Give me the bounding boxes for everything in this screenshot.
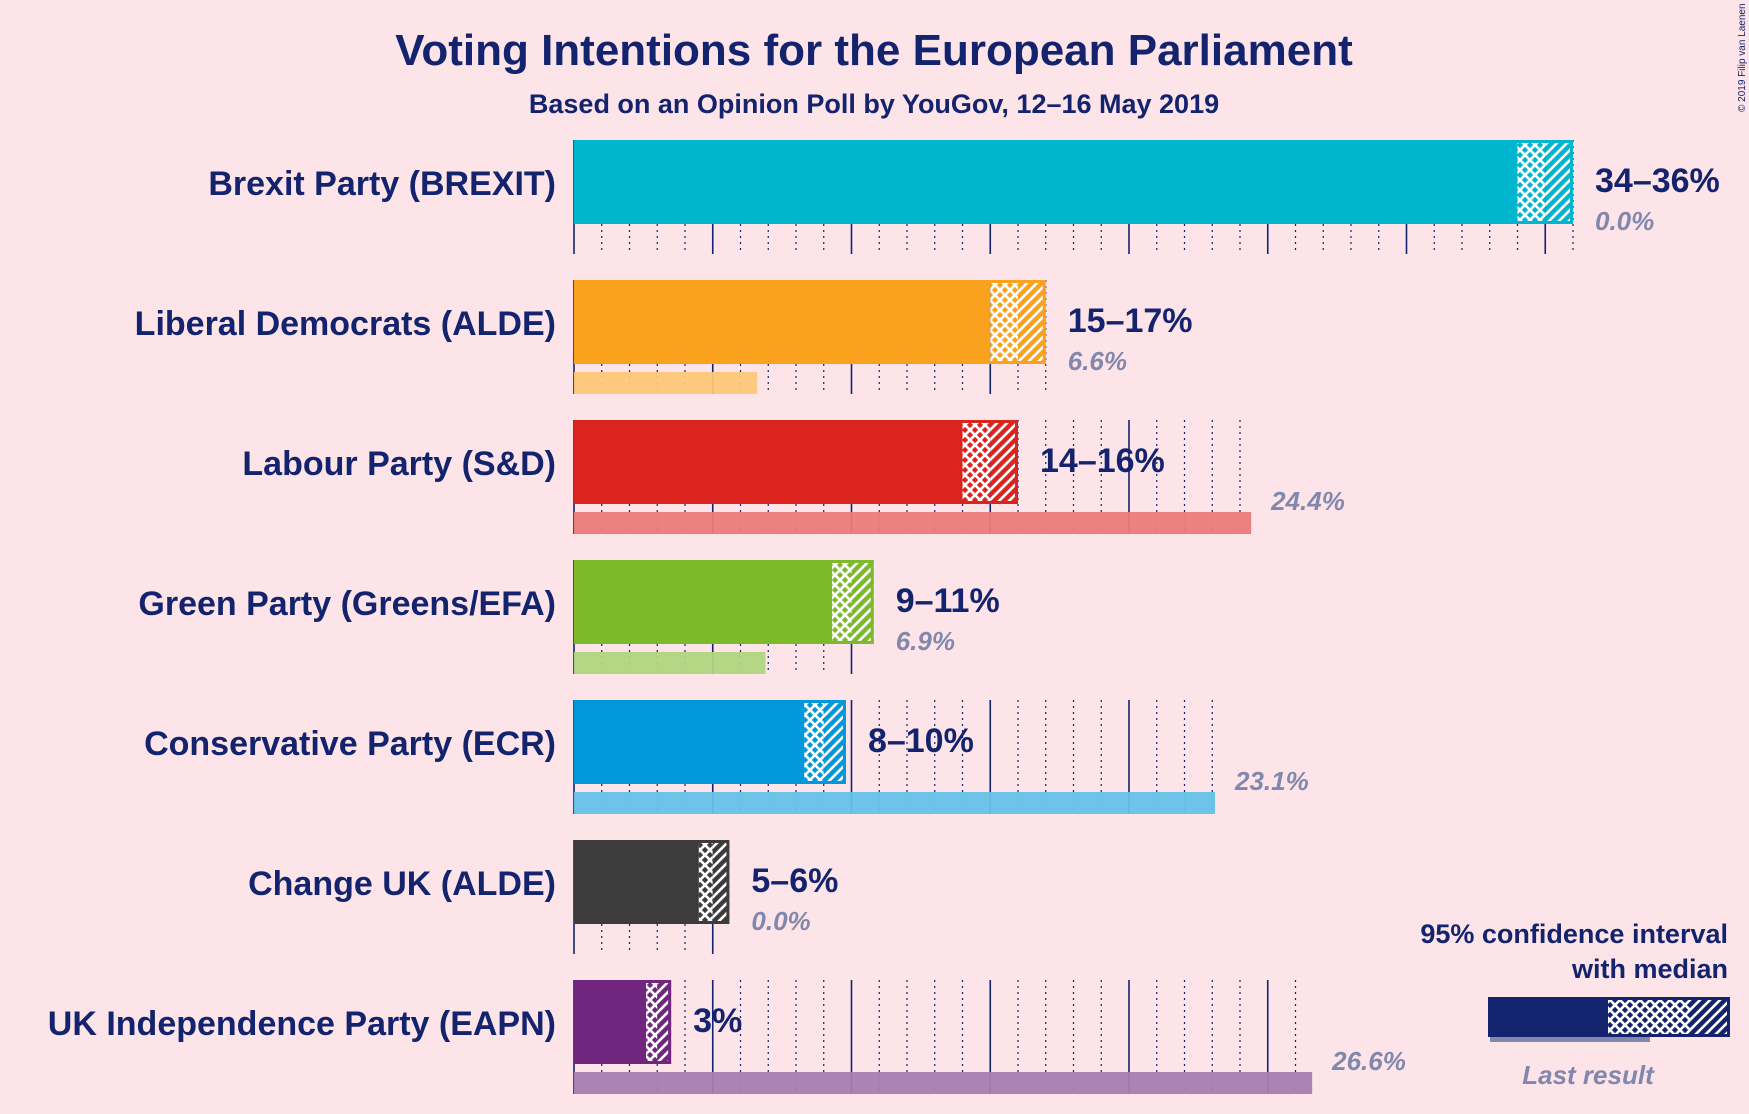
ci-lower-segment: [832, 560, 852, 644]
range-label: 3%: [693, 1002, 742, 1040]
legend-bar-swatch: [1488, 997, 1608, 1037]
last-result-label: 23.1%: [1234, 766, 1309, 796]
legend-ci-upper-swatch: [1690, 997, 1730, 1037]
party-row: Change UK (ALDE) 5–6% 0.0%: [248, 840, 838, 954]
last-result-bar: [574, 372, 758, 394]
legend-ci-lower-swatch: [1608, 997, 1690, 1037]
copyright: © 2019 Filip van Laenen: [1737, 3, 1748, 112]
ci-upper-segment: [657, 980, 672, 1064]
bar-outline: [574, 840, 730, 924]
chart-rows: Brexit Party (BREXIT) 34–36% 0.0% Liberal D…: [48, 140, 1720, 1094]
range-label: 14–16%: [1040, 442, 1165, 480]
party-label: Change UK (ALDE): [248, 865, 556, 903]
party-row: UK Independence Party (EAPN) 3% 26.6%: [48, 980, 1406, 1094]
party-label: UK Independence Party (EAPN): [48, 1005, 556, 1043]
last-result-label: 24.4%: [1270, 486, 1345, 516]
bar: [574, 700, 805, 784]
bar: [574, 140, 1518, 224]
party-label: Liberal Democrats (ALDE): [135, 305, 556, 343]
party-label: Brexit Party (BREXIT): [208, 165, 556, 203]
last-result-bar: [574, 652, 766, 674]
ci-upper-segment: [712, 840, 730, 924]
ci-upper-segment: [1018, 280, 1046, 364]
ci-lower-segment: [698, 840, 713, 924]
range-label: 9–11%: [896, 582, 1000, 620]
ci-lower-segment: [990, 280, 1018, 364]
bar-outline: [574, 560, 874, 644]
bar: [574, 420, 963, 504]
party-label: Labour Party (S&D): [242, 445, 556, 483]
party-row: Green Party (Greens/EFA) 9–11% 6.9%: [138, 560, 1000, 674]
last-result-bar: [574, 512, 1252, 534]
range-label: 8–10%: [868, 722, 974, 760]
ci-lower-segment: [646, 980, 658, 1064]
legend-title-line1: 95% confidence interval: [1420, 919, 1728, 949]
legend-outline: [1488, 997, 1730, 1037]
party-label: Green Party (Greens/EFA): [138, 585, 556, 623]
range-label: 5–6%: [751, 862, 838, 900]
last-result-bar: [574, 792, 1216, 814]
range-label: 15–17%: [1068, 302, 1193, 340]
bar-outline: [574, 420, 1018, 504]
legend-title-line2: with median: [1571, 954, 1728, 984]
party-row: Labour Party (S&D) 14–16% 24.4%: [242, 420, 1345, 534]
last-result-label: 26.6%: [1331, 1046, 1406, 1076]
last-result-bar: [574, 1072, 1313, 1094]
bar-outline: [574, 700, 846, 784]
last-result-label: 6.9%: [896, 626, 955, 656]
chart-subtitle: Based on an Opinion Poll by YouGov, 12–1…: [529, 89, 1219, 119]
ci-lower-segment: [804, 700, 824, 784]
legend-last-result-label: Last result: [1522, 1060, 1655, 1090]
bar-outline: [574, 140, 1573, 224]
party-row: Brexit Party (BREXIT) 34–36% 0.0%: [208, 140, 1720, 254]
bar: [574, 560, 833, 644]
chart-title: Voting Intentions for the European Parli…: [395, 26, 1353, 75]
ci-upper-segment: [823, 700, 846, 784]
ci-lower-segment: [1517, 140, 1546, 224]
legend: 95% confidence interval with median Last…: [1420, 919, 1730, 1090]
party-row: Conservative Party (ECR) 8–10% 23.1%: [144, 700, 1309, 814]
bar: [574, 280, 991, 364]
ci-upper-segment: [990, 420, 1018, 504]
last-result-label: 0.0%: [751, 906, 810, 936]
ci-upper-segment: [1545, 140, 1573, 224]
bar-outline: [574, 980, 672, 1064]
party-label: Conservative Party (ECR): [144, 725, 556, 763]
bar: [574, 980, 647, 1064]
range-label: 34–36%: [1595, 162, 1720, 200]
bar-outline: [574, 280, 1046, 364]
ci-upper-segment: [851, 560, 874, 644]
last-result-label: 6.6%: [1068, 346, 1127, 376]
last-result-label: 0.0%: [1595, 206, 1654, 236]
ci-lower-segment: [962, 420, 991, 504]
party-row: Liberal Democrats (ALDE) 15–17% 6.6%: [135, 280, 1193, 394]
bar: [574, 840, 699, 924]
